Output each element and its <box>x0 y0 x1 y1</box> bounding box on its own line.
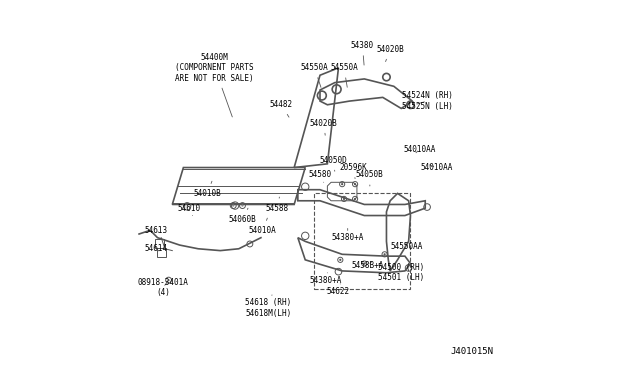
Circle shape <box>232 205 234 207</box>
Text: 54020B: 54020B <box>376 45 404 61</box>
Text: 54050D: 54050D <box>319 155 347 171</box>
Text: 54380+A: 54380+A <box>332 228 364 242</box>
Circle shape <box>354 183 356 185</box>
Text: 54060B: 54060B <box>228 208 257 224</box>
Text: 54588: 54588 <box>266 197 289 213</box>
Text: 54380: 54380 <box>351 41 374 65</box>
Text: 20596K: 20596K <box>339 163 367 179</box>
Text: 54482: 54482 <box>269 100 292 117</box>
Text: 54580: 54580 <box>308 170 332 182</box>
Circle shape <box>343 198 345 200</box>
Text: 54618 (RH)
54618M(LH): 54618 (RH) 54618M(LH) <box>245 295 291 318</box>
Text: 54400M
(COMPORNENT PARTS
ARE NOT FOR SALE): 54400M (COMPORNENT PARTS ARE NOT FOR SAL… <box>175 53 254 117</box>
Bar <box>157 248 166 257</box>
Text: 54010A: 54010A <box>249 218 276 235</box>
Text: 54010AA: 54010AA <box>420 163 452 172</box>
Circle shape <box>354 198 356 200</box>
Text: 54050B: 54050B <box>356 170 384 186</box>
Circle shape <box>168 279 170 281</box>
Text: 54550A: 54550A <box>330 63 358 87</box>
Circle shape <box>341 183 343 185</box>
Circle shape <box>339 259 341 261</box>
Bar <box>314 193 410 289</box>
Text: 08918-3401A
(4): 08918-3401A (4) <box>138 278 189 297</box>
Text: 54010B: 54010B <box>193 181 221 198</box>
Text: 54550A: 54550A <box>301 63 328 87</box>
Text: J401015N: J401015N <box>451 347 493 356</box>
Text: 54613: 54613 <box>144 226 167 235</box>
Text: 54380+A: 54380+A <box>309 273 342 285</box>
Text: 54010AA: 54010AA <box>403 145 436 154</box>
Bar <box>155 239 164 248</box>
Circle shape <box>241 205 244 207</box>
Text: 54614: 54614 <box>144 244 167 253</box>
Text: 54020B: 54020B <box>310 119 337 135</box>
Text: 54500 (RH)
54501 (LH): 54500 (RH) 54501 (LH) <box>378 263 424 282</box>
Text: 54550AA: 54550AA <box>390 243 423 251</box>
Text: 5458B+A: 5458B+A <box>352 261 384 270</box>
Text: 54622: 54622 <box>327 284 350 296</box>
Text: 54610: 54610 <box>177 203 200 215</box>
Circle shape <box>363 262 365 264</box>
Circle shape <box>383 253 386 256</box>
Text: 54524N (RH)
54525N (LH): 54524N (RH) 54525N (LH) <box>402 92 452 111</box>
